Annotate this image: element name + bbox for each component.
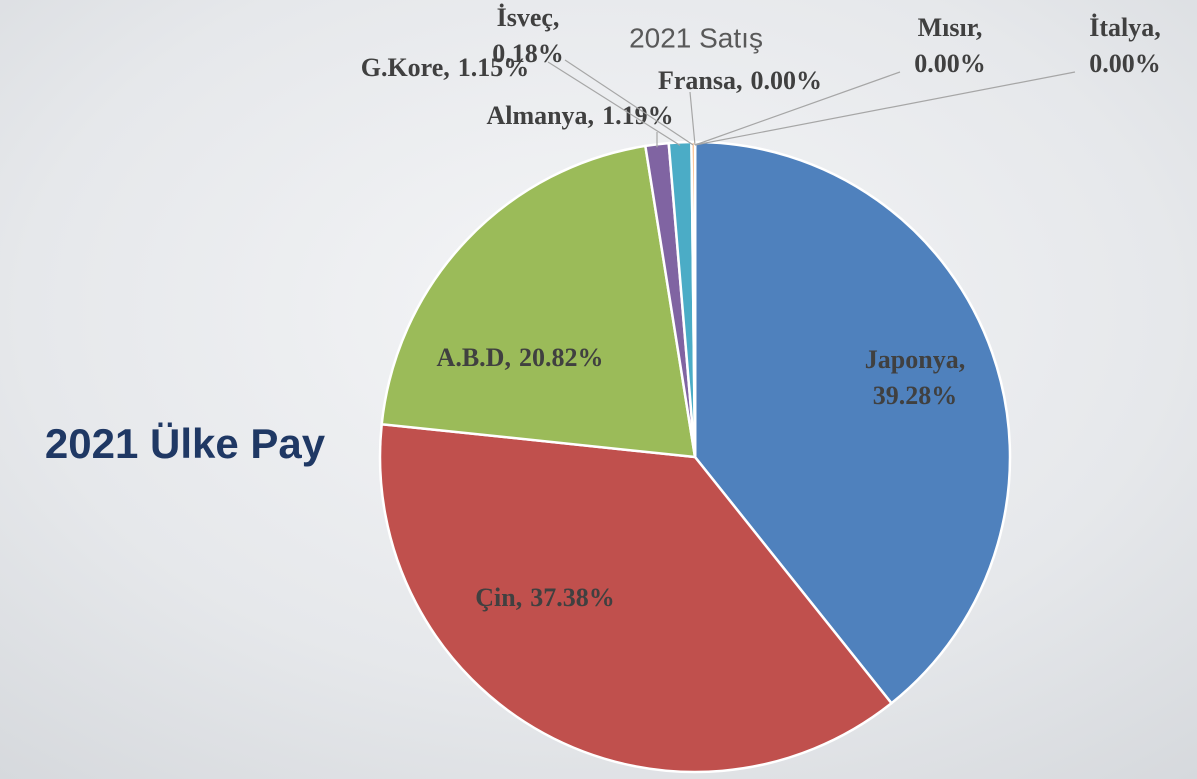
slide-title: 2021 Ülke Pay bbox=[45, 420, 326, 467]
label-category: Çin, bbox=[475, 583, 522, 612]
chart-title: 2021 Satış bbox=[629, 22, 763, 53]
pie-slice bbox=[378, 422, 894, 774]
label-value: 0.18% bbox=[492, 39, 564, 68]
label-value: 1.15% bbox=[458, 53, 530, 82]
label-category: A.B.D, bbox=[437, 343, 511, 372]
label-category: G.Kore, bbox=[361, 53, 450, 82]
label-category: Mısır, bbox=[918, 13, 983, 42]
leader-line bbox=[694, 71, 901, 146]
label-category: Japonya, bbox=[865, 345, 965, 374]
label-value: 20.82% bbox=[519, 343, 604, 372]
label-category: İsveç, bbox=[497, 3, 560, 32]
label-value: 0.00% bbox=[1089, 49, 1161, 78]
data-label: İsveç, 0.18% bbox=[492, 3, 564, 68]
data-label: Fransa, 0.00% bbox=[658, 66, 822, 95]
data-label: İtalya, 0.00% bbox=[1089, 13, 1161, 78]
data-label: G.Kore, 1.15% bbox=[361, 53, 530, 82]
label-value: 0.00% bbox=[751, 66, 823, 95]
pie-slice bbox=[380, 144, 697, 459]
leader-line bbox=[564, 59, 694, 146]
label-value: 0.00% bbox=[914, 49, 986, 78]
label-category: Almanya, bbox=[486, 101, 594, 130]
leader-line bbox=[694, 71, 1076, 146]
label-value: 37.38% bbox=[530, 583, 615, 612]
data-label: Japonya, 39.28% bbox=[865, 345, 965, 410]
data-label: Çin, 37.38% bbox=[475, 583, 614, 612]
leader-line bbox=[689, 91, 696, 146]
pie-slice bbox=[693, 140, 1012, 705]
data-label: Mısır, 0.00% bbox=[914, 13, 986, 78]
data-label: Almanya, 1.19% bbox=[486, 101, 673, 130]
label-value: 1.19% bbox=[602, 101, 674, 130]
label-category: Fransa, bbox=[658, 66, 743, 95]
pie: Japonya, 39.28% Çin, 37.38% A.B.D, 20.82% Alma… bbox=[361, 3, 1161, 774]
leader-line bbox=[547, 61, 681, 146]
data-label: A.B.D, 20.82% bbox=[437, 343, 604, 372]
label-value: 39.28% bbox=[873, 381, 958, 410]
label-category: İtalya, bbox=[1089, 13, 1161, 42]
